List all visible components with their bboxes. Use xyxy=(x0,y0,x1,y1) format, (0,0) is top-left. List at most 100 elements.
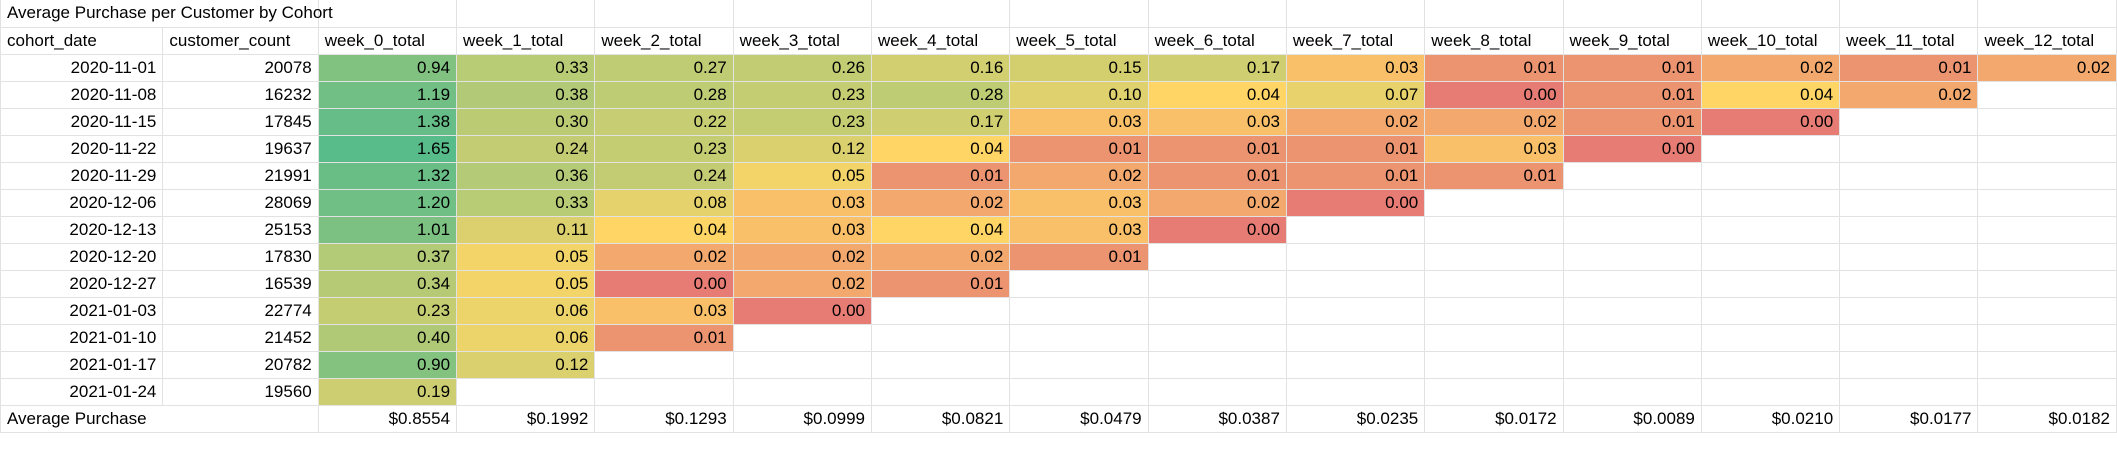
empty-cell xyxy=(1977,0,2117,28)
week-value: 0.00 xyxy=(1700,107,1841,136)
week-value: 0.02 xyxy=(732,242,872,271)
header-row: cohort_date customer_count week_0_total wee… xyxy=(0,26,2117,55)
week-value: 0.01 xyxy=(870,161,1011,190)
empty-cell xyxy=(870,0,1011,28)
empty-cell xyxy=(1977,215,2117,244)
average-label: Average Purchase xyxy=(0,404,319,433)
cohort-date: 2021-01-03 xyxy=(0,296,164,325)
empty-cell xyxy=(732,350,872,379)
customer-count: 16232 xyxy=(162,80,319,109)
empty-cell xyxy=(594,350,734,379)
week-value: 0.08 xyxy=(594,188,734,217)
week-value: 0.01 xyxy=(1009,242,1149,271)
week-value: 0.00 xyxy=(1562,134,1702,163)
cohort-row: 2020-11-01 20078 0.94 0.33 0.27 0.26 0.16 0.15 0… xyxy=(0,53,2117,82)
week-value: 0.33 xyxy=(456,53,596,82)
cohort-row: 2020-11-15 17845 1.38 0.30 0.22 0.23 0.17 0.03 0… xyxy=(0,107,2117,136)
cohort-date: 2020-12-20 xyxy=(0,242,164,271)
empty-cell xyxy=(870,350,1011,379)
week-value: 0.06 xyxy=(456,296,596,325)
empty-cell xyxy=(1009,350,1149,379)
empty-cell xyxy=(1977,269,2117,298)
column-header: week_7_total xyxy=(1285,26,1426,55)
empty-cell xyxy=(1147,0,1287,28)
column-header: week_4_total xyxy=(870,26,1011,55)
customer-count: 20782 xyxy=(162,350,319,379)
cohort-row: 2020-12-13 25153 1.01 0.11 0.04 0.03 0.04 0.03 0… xyxy=(0,215,2117,244)
empty-cell xyxy=(1285,0,1426,28)
cohort-date: 2021-01-24 xyxy=(0,377,164,406)
week-value: 0.24 xyxy=(456,134,596,163)
week-value: 0.00 xyxy=(1285,188,1426,217)
empty-cell xyxy=(1424,350,1564,379)
column-header: week_11_total xyxy=(1839,26,1979,55)
empty-cell xyxy=(1285,296,1426,325)
cohort-table: Average Purchase per Customer by Cohort c… xyxy=(0,0,2117,433)
cohort-row: 2021-01-10 21452 0.40 0.06 0.01 xyxy=(0,323,2117,352)
week-value: 0.03 xyxy=(1009,215,1149,244)
column-header: week_12_total xyxy=(1977,26,2117,55)
week-value: 1.65 xyxy=(317,134,458,163)
empty-cell xyxy=(1562,323,1702,352)
empty-cell xyxy=(1977,107,2117,136)
average-value: $0.0182 xyxy=(1977,404,2117,433)
cohort-date: 2021-01-17 xyxy=(0,350,164,379)
week-value: 0.01 xyxy=(1147,134,1287,163)
week-value: 0.02 xyxy=(732,269,872,298)
empty-cell xyxy=(1285,323,1426,352)
week-value: 0.03 xyxy=(732,215,872,244)
week-value: 0.30 xyxy=(456,107,596,136)
week-value: 0.02 xyxy=(1009,161,1149,190)
empty-cell xyxy=(1839,242,1979,271)
cohort-row: 2020-12-20 17830 0.37 0.05 0.02 0.02 0.02 0.01 xyxy=(0,242,2117,271)
week-value: 0.22 xyxy=(594,107,734,136)
week-value: 0.10 xyxy=(1009,80,1149,109)
customer-count: 28069 xyxy=(162,188,319,217)
average-value: $0.1293 xyxy=(594,404,734,433)
week-value: 0.03 xyxy=(1009,188,1149,217)
week-value: 0.04 xyxy=(594,215,734,244)
empty-cell xyxy=(1147,296,1287,325)
week-value: 0.01 xyxy=(594,323,734,352)
empty-cell xyxy=(594,377,734,406)
cohort-row: 2021-01-17 20782 0.90 0.12 xyxy=(0,350,2117,379)
empty-cell xyxy=(1009,323,1149,352)
average-value: $0.0172 xyxy=(1424,404,1564,433)
week-value: 0.05 xyxy=(732,161,872,190)
week-value: 0.94 xyxy=(317,53,458,82)
week-value: 0.05 xyxy=(456,269,596,298)
week-value: 0.16 xyxy=(870,53,1011,82)
week-value: 0.90 xyxy=(317,350,458,379)
empty-cell xyxy=(870,296,1011,325)
week-value: 0.17 xyxy=(870,107,1011,136)
empty-cell xyxy=(1562,0,1702,28)
cohort-row: 2020-11-22 19637 1.65 0.24 0.23 0.12 0.04 0.01 0… xyxy=(0,134,2117,163)
week-value: 0.36 xyxy=(456,161,596,190)
empty-cell xyxy=(1424,242,1564,271)
week-value: 0.27 xyxy=(594,53,734,82)
average-value: $0.0821 xyxy=(870,404,1011,433)
customer-count: 16539 xyxy=(162,269,319,298)
week-value: 0.02 xyxy=(1700,53,1841,82)
week-value: 0.11 xyxy=(456,215,596,244)
empty-cell xyxy=(732,323,872,352)
week-value: 0.00 xyxy=(732,296,872,325)
week-value: 0.00 xyxy=(1424,80,1564,109)
week-value: 0.04 xyxy=(870,134,1011,163)
average-value: $0.0210 xyxy=(1700,404,1841,433)
customer-count: 20078 xyxy=(162,53,319,82)
customer-count: 17830 xyxy=(162,242,319,271)
empty-cell xyxy=(1700,161,1841,190)
empty-cell xyxy=(1424,0,1564,28)
empty-cell xyxy=(1424,215,1564,244)
average-value: $0.0177 xyxy=(1839,404,1979,433)
empty-cell xyxy=(1700,242,1841,271)
empty-cell xyxy=(1700,188,1841,217)
empty-cell xyxy=(1424,323,1564,352)
average-value: $0.0387 xyxy=(1147,404,1287,433)
empty-cell xyxy=(1562,377,1702,406)
week-value: 0.02 xyxy=(1977,53,2117,82)
empty-cell xyxy=(1424,188,1564,217)
week-value: 0.02 xyxy=(1839,80,1979,109)
week-value: 0.02 xyxy=(870,242,1011,271)
